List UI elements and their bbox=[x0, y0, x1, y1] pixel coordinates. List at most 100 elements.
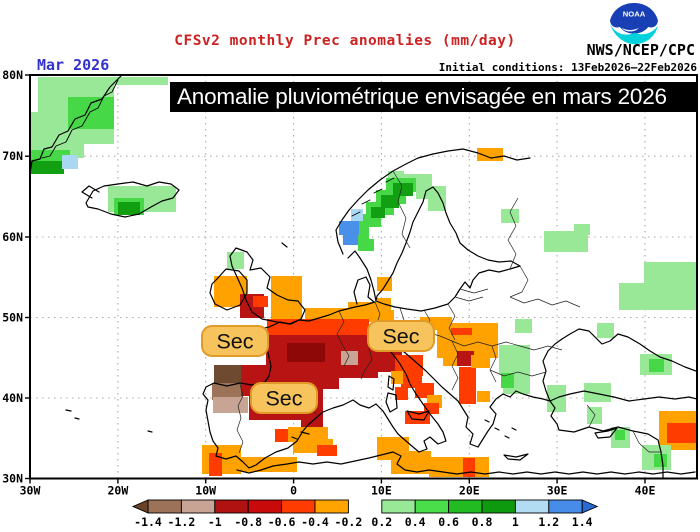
anomaly-cell bbox=[381, 195, 399, 208]
anomaly-cell bbox=[499, 345, 530, 374]
anomaly-cell bbox=[227, 252, 244, 269]
anomaly-cell bbox=[339, 221, 359, 235]
colorbar: -1.4 -1.2 -1 -0.8 -0.6 -0.4 -0.2 0.2 0.4 0.6 0.8 1 1… bbox=[131, 499, 599, 529]
colorbar-segment bbox=[214, 499, 249, 514]
colorbar-tick-label: -0.2 bbox=[335, 515, 363, 529]
colorbar-segment bbox=[314, 499, 349, 514]
colorbar-segment bbox=[414, 499, 450, 514]
coast-mainland bbox=[202, 301, 377, 469]
anomaly-cell bbox=[416, 186, 446, 199]
forecast-date-label: Mar 2026 bbox=[37, 56, 110, 74]
sec-annotation-label: Sec bbox=[216, 330, 253, 354]
colorbar-segment bbox=[481, 499, 516, 514]
lat-label: 30N bbox=[2, 472, 23, 486]
coast-greenland-fjords bbox=[41, 79, 119, 159]
anomaly-cell bbox=[371, 207, 385, 218]
colorbar-tick-label: 0.8 bbox=[472, 515, 493, 529]
anomaly-cell bbox=[649, 359, 664, 372]
sec-annotation-box bbox=[367, 320, 435, 352]
anomaly-cell bbox=[457, 351, 474, 366]
anomaly-cell bbox=[113, 77, 168, 85]
sec-annotation-label: Sec bbox=[382, 325, 419, 349]
anomaly-cell bbox=[459, 367, 476, 404]
anomaly-cell bbox=[118, 202, 140, 215]
anomaly-cell bbox=[68, 97, 114, 129]
page-title: CFSv2 monthly Prec anomalies (mm/day) bbox=[174, 33, 516, 49]
banner-text: Anomalie pluviométrique envisagée en mar… bbox=[177, 84, 667, 109]
anomaly-cell bbox=[395, 387, 408, 400]
anomaly-cell bbox=[515, 319, 532, 333]
anomaly-cell bbox=[424, 403, 439, 414]
anomaly-cell bbox=[31, 150, 70, 164]
anomaly-cell bbox=[31, 161, 64, 174]
coast-norway-fjords bbox=[351, 177, 395, 217]
anomaly-cell bbox=[544, 231, 588, 252]
colorbar-right-arrow bbox=[581, 499, 599, 514]
noaa-logo: NOAA bbox=[601, 2, 667, 46]
banner: Anomalie pluviométrique envisagée en mar… bbox=[170, 82, 698, 112]
colorbar-tick-label: 1 bbox=[512, 515, 519, 529]
lon-label: 10E bbox=[371, 484, 392, 498]
anomaly-cell bbox=[212, 383, 243, 400]
anomaly-cell bbox=[358, 239, 374, 251]
anomaly-cell bbox=[667, 423, 696, 443]
colorbar-segment bbox=[147, 499, 182, 514]
sec-annotation-box bbox=[201, 325, 269, 357]
anomaly-cell bbox=[393, 183, 413, 196]
anomaly-cell bbox=[317, 445, 337, 456]
initial-conditions-label: Initial conditions: 13Feb2026–22Feb2026 bbox=[438, 61, 697, 74]
anomaly-cell bbox=[287, 343, 325, 362]
anomaly-cell bbox=[463, 458, 475, 477]
colorbar-segment bbox=[448, 499, 483, 514]
colorbar-tick-label: -0.4 bbox=[301, 515, 329, 529]
anomaly-cell bbox=[405, 411, 430, 424]
anomaly-cell bbox=[341, 351, 358, 365]
coast-iceland bbox=[81, 181, 180, 218]
anomaly-cell bbox=[584, 383, 611, 402]
colorbar-tick-label: 0.2 bbox=[371, 515, 392, 529]
colorbar-tick-label: 0.6 bbox=[438, 515, 459, 529]
anomaly-cell bbox=[209, 453, 222, 476]
coast-africa bbox=[236, 451, 696, 475]
coast-norway bbox=[335, 148, 531, 255]
lon-label: 20E bbox=[459, 484, 480, 498]
colorbar-tick-label: -1.4 bbox=[134, 515, 162, 529]
anomaly-cell bbox=[391, 371, 403, 384]
anomaly-cell bbox=[213, 397, 248, 413]
anomaly-cell bbox=[351, 209, 363, 221]
anomaly-cell bbox=[415, 383, 434, 398]
lon-label: 10W bbox=[195, 484, 216, 498]
coast-denmark bbox=[353, 276, 375, 305]
agency-label: NWS/NCEP/CPC bbox=[586, 41, 695, 59]
coast-islands bbox=[65, 375, 618, 461]
lat-label: 70N bbox=[2, 149, 23, 163]
colorbar-left-arrow bbox=[131, 499, 149, 514]
colorbar-tick-label: 0.4 bbox=[405, 515, 426, 529]
anomaly-cell bbox=[574, 224, 590, 235]
colorbar-segment bbox=[247, 499, 283, 514]
anomaly-cell bbox=[343, 234, 358, 245]
coast-turkey-north bbox=[549, 390, 696, 402]
lat-label: 60N bbox=[2, 230, 23, 244]
anomaly-cell bbox=[501, 209, 519, 223]
coast-baltic bbox=[347, 186, 521, 312]
lon-label: 40E bbox=[635, 484, 656, 498]
anomaly-cell bbox=[619, 283, 696, 310]
anomaly-cell bbox=[214, 365, 243, 386]
lon-label: 0 bbox=[290, 484, 297, 498]
colorbar-segment bbox=[281, 499, 316, 514]
colorbar-segment bbox=[180, 499, 216, 514]
lat-label: 50N bbox=[2, 311, 23, 325]
anomaly-cell bbox=[615, 430, 625, 440]
colorbar-segment bbox=[381, 499, 416, 514]
anomaly-cell bbox=[644, 262, 696, 287]
anomaly-cell bbox=[239, 457, 297, 472]
anomaly-cell bbox=[654, 454, 667, 467]
anomaly-cell bbox=[271, 276, 302, 320]
colorbar-tick-label: -0.8 bbox=[234, 515, 262, 529]
colorbar-segment bbox=[514, 499, 550, 514]
lon-label: 20W bbox=[108, 484, 129, 498]
lon-label: 30E bbox=[547, 484, 568, 498]
